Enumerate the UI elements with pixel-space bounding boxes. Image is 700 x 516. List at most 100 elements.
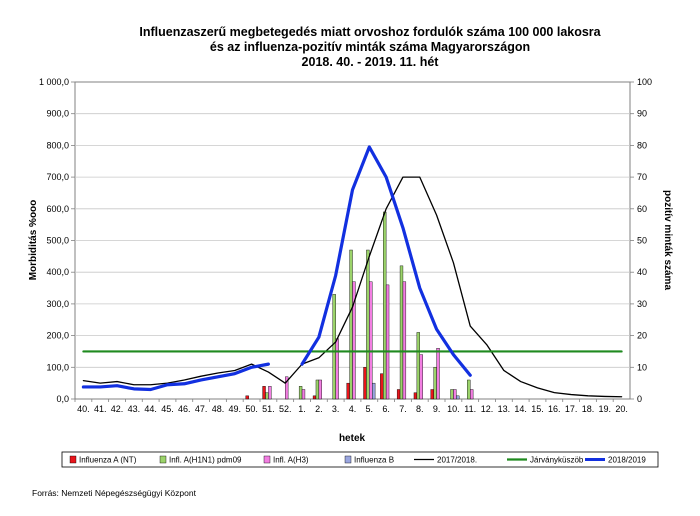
bar-0-11 [262, 386, 266, 400]
x-tick-label: 40. [77, 404, 90, 414]
x-tick-label: 45. [161, 404, 174, 414]
source-note: Forrás: Nemzeti Népegészségügyi Központ [32, 488, 197, 498]
legend-swatch-1 [159, 455, 167, 464]
right-axis-label: pozitív minták száma [662, 190, 673, 290]
left-tick-label: 800,0 [46, 140, 69, 150]
x-tick-label: 15. [531, 404, 544, 414]
x-tick-label: 20. [615, 404, 628, 414]
left-tick-label: 0,0 [56, 394, 69, 404]
legend-label-3: Influenza B [354, 456, 394, 465]
bar-0-18 [380, 373, 384, 400]
x-tick-label: 16. [548, 404, 561, 414]
legend-swatch-2 [263, 455, 271, 464]
bar-1-16 [349, 249, 353, 400]
bar-0-16 [346, 382, 350, 400]
left-tick-label: 900,0 [46, 109, 69, 119]
bar-2-11 [268, 386, 272, 400]
line-series-2-segment-0 [81, 362, 271, 392]
left-tick-label: 300,0 [46, 299, 69, 309]
bar-1-20 [416, 332, 420, 400]
x-tick-label: 2. [315, 404, 323, 414]
x-tick-label: 3. [332, 404, 340, 414]
x-tick-label: 44. [144, 404, 157, 414]
x-tick-label: 12. [481, 404, 494, 414]
line-series-2-segment-1 [300, 145, 472, 377]
x-tick-label: 52. [279, 404, 292, 414]
right-axis-tick-labels: 0 10 20 30 40 50 60 70 80 90 100 [637, 77, 652, 404]
left-tick-label: 500,0 [46, 236, 69, 246]
right-tick-label: 50 [637, 236, 647, 246]
bar-1-11 [265, 392, 269, 400]
x-tick-label: 18. [582, 404, 595, 414]
x-axis-tick-labels: 40. 41. 42. 43. 44. 45. 46. 47. 48. 49. 50. 51. 52. 1… [77, 404, 628, 414]
bar-2-15 [335, 338, 339, 400]
bar-2-23 [470, 389, 474, 400]
left-tick-label: 1 000,0 [39, 77, 69, 87]
bar-1-15 [332, 294, 336, 400]
bar-3-17 [372, 382, 376, 400]
bar-1-21 [433, 367, 437, 400]
bar-0-17 [363, 367, 367, 400]
x-tick-label: 49. [229, 404, 242, 414]
right-tick-label: 70 [637, 172, 647, 182]
chart-title-line-3: 2018. 40. - 2019. 11. hét [302, 55, 440, 69]
bar-2-16 [352, 281, 356, 400]
right-tick-label: 80 [637, 140, 647, 150]
x-tick-label: 4. [349, 404, 357, 414]
legend: Influenza A (NT) Infl. A(H1N1) pdm09 Infl.… [61, 451, 659, 468]
bar-0-20 [413, 392, 418, 400]
bar-0-21 [430, 389, 434, 400]
left-axis-tick-labels: 0,0 100,0 200,0 300,0 400,0 500,0 600,0 700,0 80… [39, 77, 69, 404]
line-series-0-segment-0 [82, 176, 623, 398]
x-tick-label: 5. [366, 404, 374, 414]
legend-label-6: 2018/2019 [608, 456, 646, 465]
x-tick-label: 46. [178, 404, 191, 414]
legend-label-5: Járványküszöb [530, 456, 584, 465]
x-tick-label: 19. [599, 404, 612, 414]
x-tick-label: 17. [565, 404, 578, 414]
bar-2-19 [402, 281, 407, 400]
x-tick-label: 1. [298, 404, 306, 414]
bar-1-17 [366, 249, 370, 400]
bar-0-14 [312, 395, 317, 400]
x-tick-label: 43. [128, 404, 141, 414]
right-tick-label: 0 [637, 394, 642, 404]
bar-1-18 [383, 211, 387, 400]
right-tick-label: 30 [637, 299, 647, 309]
legend-label-4: 2017/2018. [437, 456, 477, 465]
bar-3-22 [456, 395, 460, 400]
x-tick-label: 42. [111, 404, 124, 414]
bar-2-12 [285, 376, 289, 400]
bar-2-17 [369, 281, 373, 400]
bar-0-19 [396, 389, 401, 400]
x-tick-label: 47. [195, 404, 208, 414]
bar-2-13 [301, 389, 306, 400]
chart-title-line-1: Influenzaszerű megbetegedés miatt orvosh… [139, 25, 601, 39]
bar-1-19 [399, 265, 404, 400]
right-tick-label: 40 [637, 267, 647, 277]
x-tick-label: 13. [498, 404, 511, 414]
legend-box [61, 451, 659, 468]
right-tick-label: 100 [637, 77, 652, 87]
bar-1-23 [467, 379, 471, 400]
right-tick-label: 20 [637, 331, 647, 341]
x-tick-label: 48. [212, 404, 225, 414]
bar-2-18 [385, 284, 390, 400]
x-axis-label: hetek [339, 433, 366, 444]
legend-swatch-3 [344, 455, 352, 464]
left-tick-label: 400,0 [46, 267, 69, 277]
left-tick-label: 600,0 [46, 204, 69, 214]
bar-2-14 [318, 379, 322, 400]
chart-title: Influenzaszerű megbetegedés miatt orvosh… [139, 25, 601, 69]
left-tick-label: 200,0 [46, 331, 69, 341]
right-tick-label: 10 [637, 362, 647, 372]
left-tick-label: 700,0 [46, 172, 69, 182]
x-tick-label: 51. [262, 404, 275, 414]
chart-title-line-2: és az influenza-pozitív minták száma Mag… [210, 40, 530, 54]
gridlines [71, 81, 634, 402]
x-tick-label: 11. [464, 404, 476, 414]
bar-2-21 [436, 348, 440, 400]
x-tick-label: 8. [416, 404, 424, 414]
legend-label-1: Infl. A(H1N1) pdm09 [169, 456, 242, 465]
